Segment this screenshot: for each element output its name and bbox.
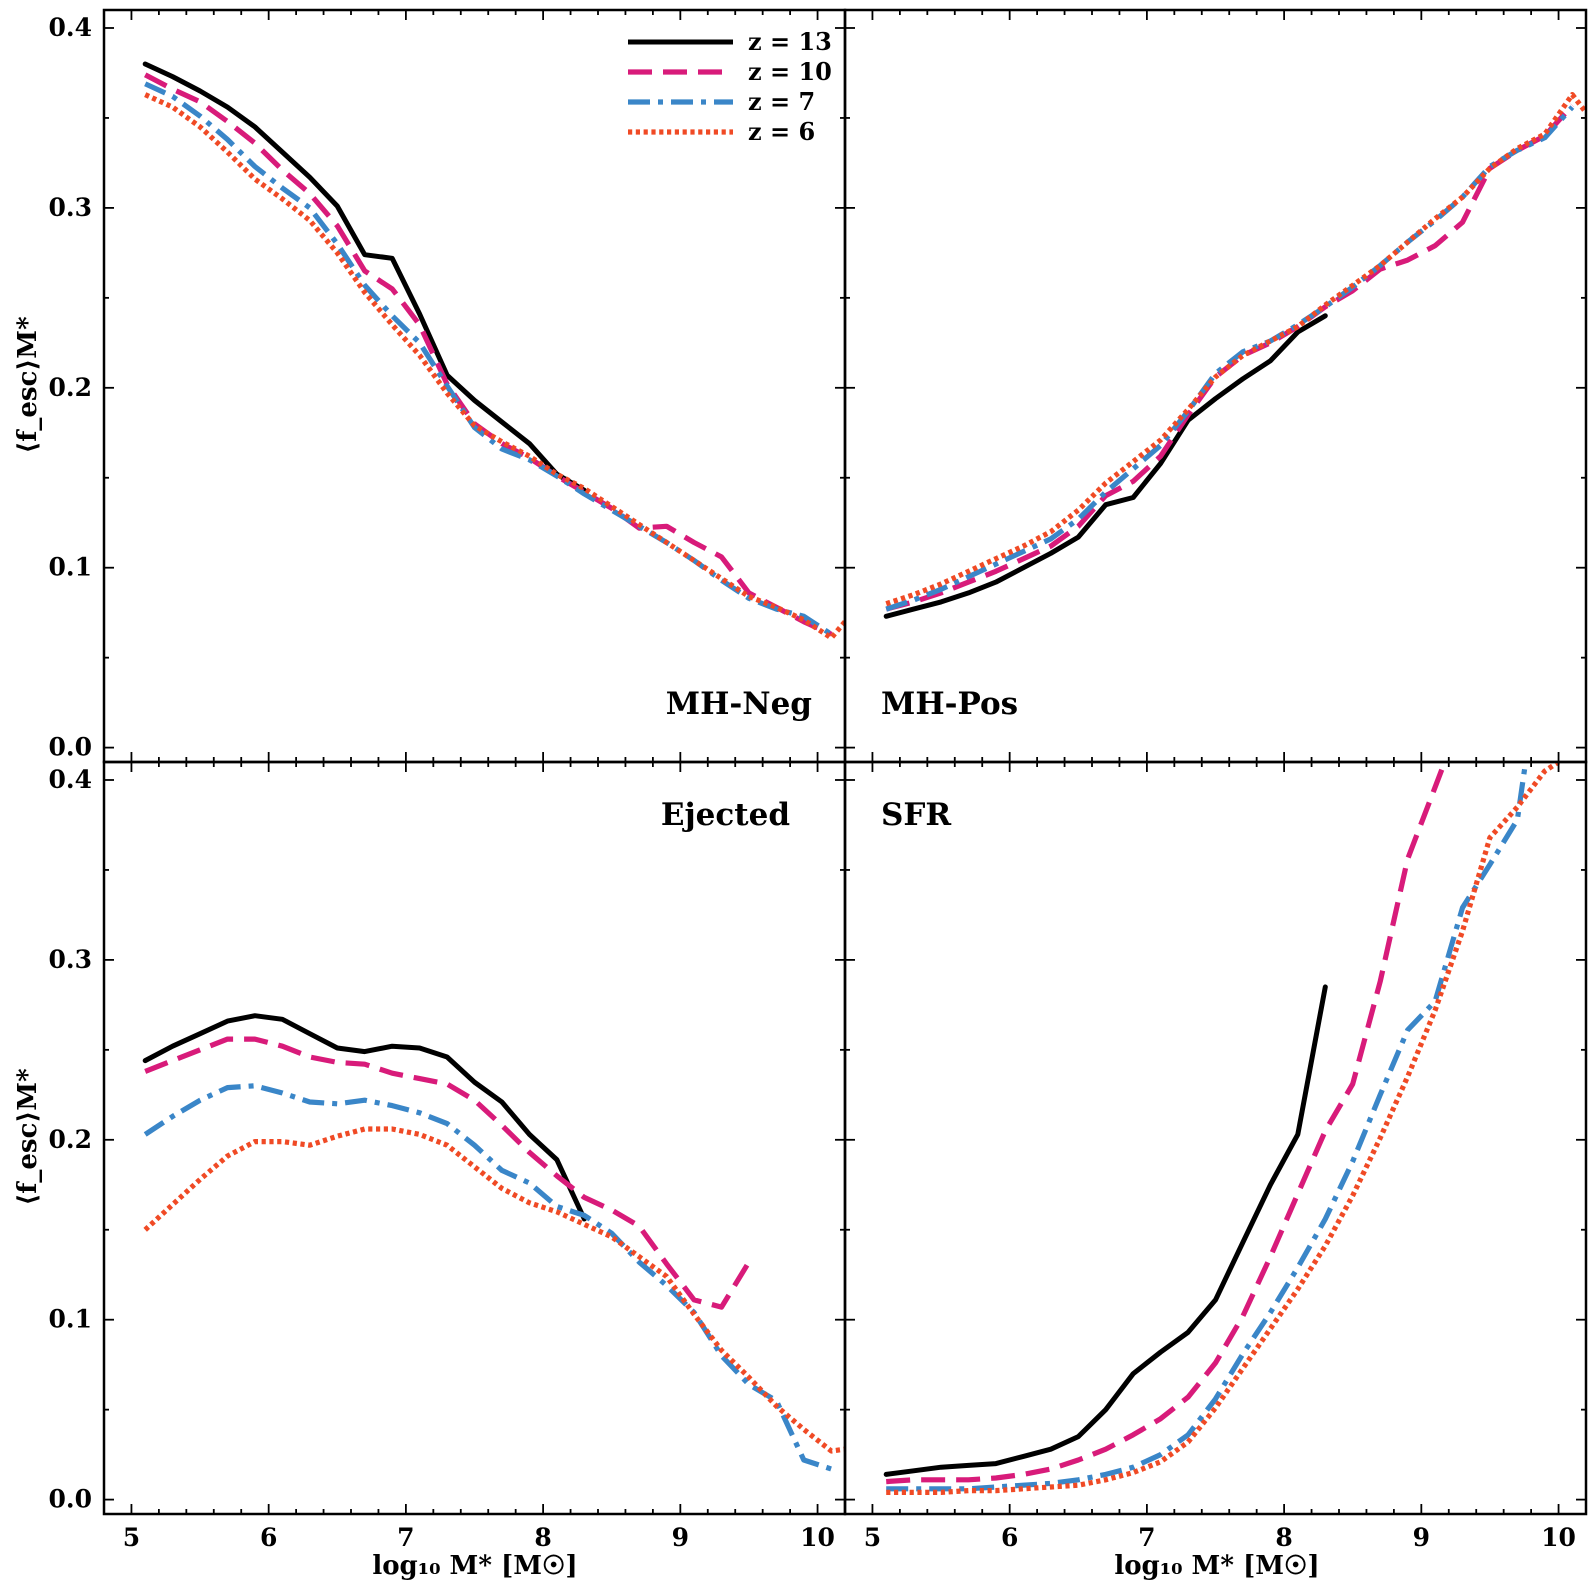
panel-frame-mh-neg (102, 8, 847, 764)
y-tick-label: 0.0 (49, 1485, 93, 1514)
series-line-mh-pos-z-10 (885, 103, 1575, 612)
x-tick-label: 6 (1001, 1523, 1018, 1552)
x-tick-label: 10 (1541, 1523, 1576, 1552)
panel-label-mh-pos: MH-Pos (881, 686, 1018, 722)
series-line-ejected-z-10 (144, 1036, 752, 1310)
y-tick-label: 0.3 (49, 193, 93, 222)
y-axis-label-top: ⟨f_esc⟩M* (13, 316, 43, 454)
panels-layer (102, 8, 1588, 1516)
y-axis-label-bottom: ⟨f_esc⟩M* (13, 1068, 43, 1206)
series-line-sfr-z-6 (886, 762, 1561, 1495)
x-tick-label: 6 (260, 1523, 277, 1552)
x-tick-label: 8 (1275, 1523, 1292, 1552)
panel-ejected (142, 1013, 845, 1472)
x-tick-label: 5 (123, 1523, 140, 1552)
series-line-ejected-z-7 (143, 1083, 833, 1472)
panel-frame-sfr (843, 760, 1588, 1516)
series-line-sfr-z-10 (886, 762, 1448, 1485)
x-tick-label: 7 (1138, 1523, 1155, 1552)
series-line-mh-pos-z-13 (883, 313, 1328, 619)
y-tick-label: 0.1 (49, 1305, 93, 1334)
x-tick-label: 9 (1413, 1523, 1430, 1552)
series-line-sfr-z-7 (886, 762, 1529, 1492)
panel-mh-pos (883, 92, 1586, 619)
y-tick-label: 0.0 (49, 733, 93, 762)
x-tick-label: 8 (534, 1523, 551, 1552)
panel-mh-neg (142, 61, 845, 641)
legend-label-z-10: z = 10 (748, 57, 832, 86)
series-line-mh-neg-z-13 (142, 61, 587, 493)
series-line-sfr-z-13 (883, 984, 1328, 1477)
x-tick-label: 9 (672, 1523, 689, 1552)
panel-label-sfr: SFR (881, 797, 951, 833)
y-tick-label: 0.2 (49, 1125, 93, 1154)
panel-sfr (883, 762, 1561, 1495)
panel-frame-mh-pos (843, 8, 1588, 764)
series-line-mh-pos-z-6 (885, 92, 1586, 607)
series-line-mh-neg-z-10 (143, 72, 833, 637)
ticks-layer (104, 10, 1587, 1514)
x-axis-label-right: log₁₀ M* [M☉] (1114, 1551, 1319, 1581)
legend-label-z-7: z = 7 (748, 87, 815, 116)
x-axis-label-left: log₁₀ M* [M☉] (372, 1551, 577, 1581)
legend-label-z-6: z = 6 (748, 117, 815, 146)
y-tick-label: 0.1 (49, 553, 93, 582)
series-line-mh-neg-z-6 (144, 92, 845, 641)
x-tick-label: 7 (397, 1523, 414, 1552)
panel-label-ejected: Ejected (661, 797, 790, 833)
legend-label-z-13: z = 13 (748, 27, 832, 56)
y-tick-label: 0.4 (49, 13, 93, 42)
y-tick-label: 0.3 (49, 945, 93, 974)
x-tick-label: 10 (800, 1523, 835, 1552)
y-tick-label: 0.2 (49, 373, 93, 402)
ticks-mh-neg (104, 10, 846, 762)
series-line-mh-pos-z-7 (885, 105, 1575, 612)
x-tick-label: 5 (864, 1523, 881, 1552)
y-tick-label: 0.4 (49, 765, 93, 794)
legend: z = 13z = 10z = 7z = 6 (628, 27, 832, 146)
panel-label-mh-neg: MH-Neg (666, 686, 812, 722)
series-line-ejected-z-13 (142, 1013, 587, 1222)
labels-layer: 0.0 0.1 0.2 0.3 0.4 MH-Neg MH-Pos 0.0 0.1 0.2 0.3 0… (49, 13, 1576, 1552)
ticks-mh-pos (845, 10, 1587, 762)
series-line-mh-neg-z-7 (144, 81, 833, 637)
ticks-sfr (845, 762, 1587, 1514)
series-line-ejected-z-6 (143, 1126, 845, 1454)
ticks-ejected (104, 762, 846, 1514)
panel-frame-ejected (102, 760, 847, 1516)
